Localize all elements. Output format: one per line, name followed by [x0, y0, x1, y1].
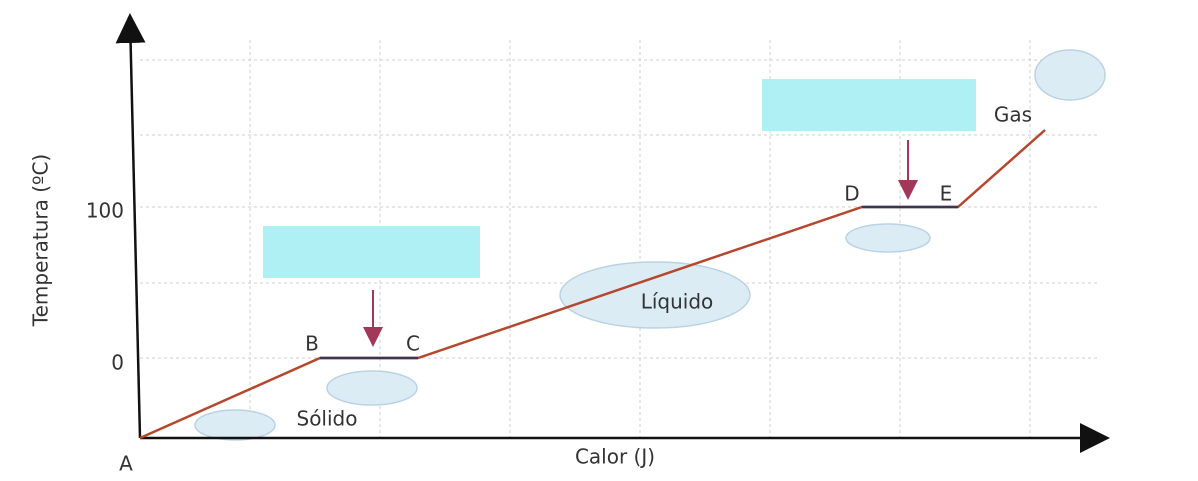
point-label: E: [940, 182, 953, 206]
point-label: A: [119, 452, 133, 476]
phase-label: Gas: [994, 103, 1032, 127]
phase-label: Sólido: [297, 407, 358, 431]
blank-box: [762, 79, 976, 131]
point-label: C: [406, 332, 420, 356]
heating-curve: Calor (J) Temperatura (ºC) 100 0 A B C D…: [0, 0, 1198, 481]
phase-label: Líquido: [641, 290, 714, 314]
point-label: B: [305, 332, 319, 356]
y-axis-label: Temperatura (ºC): [29, 154, 53, 327]
y-tick-label: 0: [111, 351, 124, 375]
point-label: D: [844, 182, 859, 206]
x-axis-label: Calor (J): [575, 445, 655, 469]
blank-box: [263, 226, 480, 278]
y-tick-label: 100: [86, 199, 124, 223]
y-axis: [130, 18, 140, 438]
